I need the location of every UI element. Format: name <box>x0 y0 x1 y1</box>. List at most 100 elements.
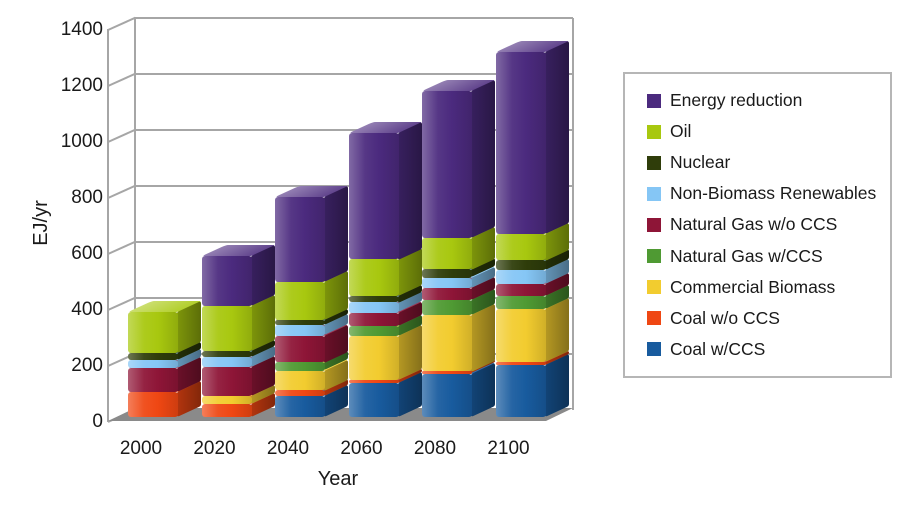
x-tick-label: 2080 <box>413 438 457 459</box>
grid-line <box>135 17 573 19</box>
bar-segment <box>348 295 399 303</box>
grid-line <box>135 73 573 75</box>
x-tick-label: 2000 <box>119 438 163 459</box>
bar-segment <box>495 296 546 309</box>
wall-right-edge <box>572 18 574 410</box>
axis-tick-line <box>107 128 136 143</box>
bar-segment <box>422 237 472 270</box>
x-axis-title: Year <box>317 468 359 490</box>
bar-segment <box>275 325 325 336</box>
bar-segment <box>422 299 472 315</box>
bar-segment <box>201 256 252 307</box>
y-tick-label: 800 <box>71 187 103 208</box>
bar-segment <box>422 269 472 278</box>
y-tick-label: 1000 <box>60 131 103 152</box>
bar-segment-side <box>471 79 495 238</box>
bar-segment <box>348 312 399 326</box>
bar-segment <box>201 366 252 396</box>
legend-swatch-icon <box>647 249 661 264</box>
bar-segment <box>422 371 472 374</box>
legend-label: Non-Biomass Renewables <box>670 183 877 204</box>
legend-label: Natural Gas w/CCS <box>670 245 823 266</box>
axis-tick-line <box>107 296 136 311</box>
bar-segment-side <box>471 303 495 372</box>
y-tick-label: 400 <box>71 299 103 320</box>
bar-segment <box>348 335 399 381</box>
legend-label: Energy reduction <box>670 90 803 111</box>
x-tick-label: 2060 <box>340 438 383 459</box>
bar-segment <box>348 259 399 296</box>
legend-label: Commercial Biomass <box>670 276 836 297</box>
legend-swatch-icon <box>647 217 661 232</box>
bar-segment <box>348 132 399 260</box>
bar-segment <box>275 320 325 326</box>
x-tick-label: 2100 <box>487 438 530 459</box>
legend-swatch-icon <box>647 311 661 326</box>
bar-segment <box>128 312 178 354</box>
legend-item: Coal w/o CCS <box>647 308 886 329</box>
legend-item: Nuclear <box>647 152 886 173</box>
bar-segment <box>422 373 472 417</box>
y-tick-label: 0 <box>92 411 103 432</box>
bar-segment <box>201 404 252 417</box>
bar-segment <box>275 370 325 391</box>
bar-segment-side <box>544 40 569 234</box>
bar-segment <box>348 302 399 313</box>
bar-segment <box>128 368 178 392</box>
y-axis-line <box>107 29 109 422</box>
legend-swatch-icon <box>647 280 661 295</box>
wall-left-edge <box>134 18 136 410</box>
legend-label: Coal w/CCS <box>670 338 766 359</box>
legend-swatch-icon <box>647 124 661 139</box>
bar-segment <box>495 260 546 271</box>
legend-swatch-icon <box>647 93 661 108</box>
y-tick-label: 1400 <box>60 19 103 40</box>
y-tick-label: 600 <box>71 243 103 264</box>
bar-segment <box>495 51 546 234</box>
legend-item: Oil <box>647 121 886 142</box>
axis-tick-line <box>107 72 136 87</box>
bar-segment-side <box>397 121 422 260</box>
bar-segment <box>275 390 325 396</box>
bar-segment <box>201 396 252 405</box>
legend: Energy reduction Oil Nuclear Non-Biomass Re… <box>623 72 892 378</box>
bar-segment-side <box>324 185 348 283</box>
legend-item: Coal w/CCS <box>647 339 886 360</box>
legend-swatch-icon <box>647 155 661 170</box>
bar-segment-side <box>544 297 569 362</box>
bar-segment <box>422 90 472 238</box>
bar-segment <box>275 282 325 321</box>
bar-segment <box>275 335 325 363</box>
bar-segment <box>275 396 325 417</box>
bar-segment <box>495 365 546 417</box>
legend-item: Natural Gas w/CCS <box>647 246 886 267</box>
bar-segment <box>128 391 178 417</box>
bar-segment <box>128 353 178 361</box>
x-tick-label: 2020 <box>193 438 236 459</box>
bar-segment <box>495 361 546 366</box>
bar-segment <box>495 308 546 362</box>
bar-segment <box>422 277 472 288</box>
bar-segment <box>201 356 252 367</box>
axis-tick-line <box>107 16 136 31</box>
legend-swatch-icon <box>647 342 661 357</box>
legend-item: Natural Gas w/o CCS <box>647 214 886 235</box>
axis-tick-line <box>107 240 136 255</box>
legend-label: Natural Gas w/o CCS <box>670 214 838 235</box>
bar-segment <box>495 284 546 297</box>
bar-segment <box>348 380 399 384</box>
bar-segment-side <box>544 354 569 417</box>
axis-tick-line <box>107 184 136 199</box>
bar-segment <box>348 383 399 417</box>
bar-segment <box>422 287 472 300</box>
legend-item: Energy reduction <box>647 90 886 111</box>
x-tick-label: 2040 <box>266 438 310 459</box>
bar-segment <box>422 314 472 372</box>
legend-item: Non-Biomass Renewables <box>647 183 886 204</box>
y-tick-label: 200 <box>71 355 103 376</box>
bar-segment <box>275 362 325 371</box>
y-tick-label: 1200 <box>60 75 103 96</box>
legend-label: Coal w/o CCS <box>670 307 780 328</box>
